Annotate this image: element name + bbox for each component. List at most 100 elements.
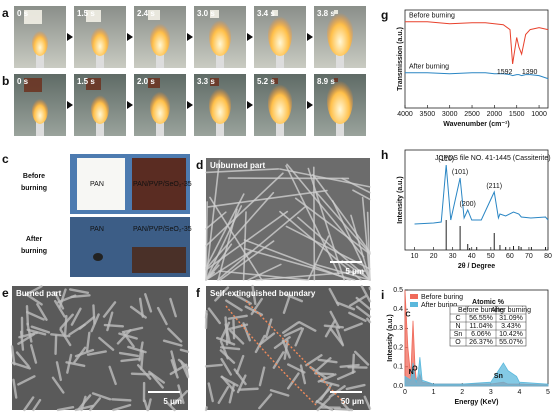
fiber	[127, 345, 147, 354]
pan-residue	[93, 253, 103, 261]
fiber	[361, 196, 371, 281]
time-label: 1.5 s	[77, 77, 95, 86]
fiber	[272, 351, 285, 369]
fiber	[70, 294, 91, 299]
x-tick-label: 3000	[442, 111, 458, 118]
burner	[276, 52, 284, 68]
fiber	[335, 301, 356, 311]
table-cell: 10.42%	[499, 331, 523, 338]
flame	[150, 20, 170, 56]
fiber	[65, 361, 86, 368]
sample-label: PAN	[90, 226, 104, 233]
arrow	[307, 33, 313, 41]
y-tick-label: 0.2	[393, 344, 403, 351]
fiber	[220, 321, 231, 341]
flame	[32, 96, 48, 124]
boundary	[225, 300, 347, 406]
burner	[96, 120, 104, 136]
x-axis-label: Energy (KeV)	[455, 399, 499, 406]
image-title: Unburned part	[210, 161, 265, 170]
plot-frame	[404, 9, 549, 109]
fiber	[235, 354, 245, 375]
fiber	[15, 351, 30, 368]
flame	[268, 80, 292, 124]
x-tick-label: 2	[460, 389, 464, 396]
sample	[272, 78, 278, 84]
fiber	[232, 318, 236, 340]
time-label: 1.5 s	[77, 9, 95, 18]
burner	[156, 52, 164, 68]
burner	[276, 120, 284, 136]
fiber	[317, 373, 337, 383]
flame	[91, 92, 109, 124]
arrow	[67, 101, 73, 109]
arrow	[127, 33, 133, 41]
fiber	[250, 297, 263, 316]
fiber	[273, 336, 291, 349]
arrow	[127, 101, 133, 109]
fiber	[294, 197, 371, 255]
x-tick-label: 10	[411, 253, 419, 260]
peak-label: C	[405, 312, 410, 319]
series-line	[405, 72, 549, 80]
time-label: 3.8 s	[317, 9, 335, 18]
fiber	[146, 398, 152, 412]
y-tick-label: 0.1	[393, 364, 403, 371]
sample	[24, 78, 42, 92]
panel-label: c	[2, 152, 9, 166]
scale-label: 50 μm	[341, 397, 364, 406]
time-label: 5.2 s	[257, 77, 275, 86]
row-label: burning	[21, 248, 47, 255]
fiber	[170, 359, 179, 379]
x-tick-label: 1500	[509, 111, 525, 118]
burner	[336, 120, 344, 136]
y-axis-label: Intensity (a.u.)	[397, 176, 404, 223]
row-label: Before	[23, 173, 45, 180]
time-label: 3.0 s	[197, 9, 215, 18]
fiber	[352, 189, 371, 201]
fiber	[205, 172, 284, 247]
fiber	[98, 336, 115, 351]
fiber	[317, 358, 338, 364]
fiber	[339, 363, 360, 369]
peak-label: O	[412, 365, 418, 372]
fiber	[85, 331, 91, 352]
fiber	[156, 306, 168, 326]
fiber	[111, 398, 132, 402]
composite-sample	[132, 158, 186, 210]
sample	[272, 10, 278, 16]
fiber	[205, 250, 252, 281]
x-tick-label: 3	[489, 389, 493, 396]
panel-label: d	[196, 158, 203, 172]
fiber	[86, 350, 107, 356]
fiber	[89, 397, 101, 412]
fiber	[143, 399, 149, 412]
fiber	[204, 406, 208, 412]
legend-label: After buring	[421, 302, 457, 309]
fiber	[244, 247, 356, 281]
x-tick-label: 0	[403, 389, 407, 396]
series-label: Before burning	[409, 13, 455, 20]
time-label: 3.4 s	[257, 9, 275, 18]
fiber	[312, 173, 371, 254]
table-cell: 31.09%	[499, 315, 523, 322]
table-cell: 56.55%	[469, 315, 493, 322]
x-tick-label: 3500	[420, 111, 436, 118]
fiber	[269, 389, 290, 397]
peak-label: (110)	[438, 156, 454, 163]
flame	[327, 76, 353, 124]
table-cell: C	[455, 315, 460, 322]
x-axis-label: Wavenumber (cm⁻¹)	[443, 121, 509, 128]
fiber	[307, 235, 330, 281]
fiber	[112, 403, 132, 412]
fiber	[25, 310, 45, 321]
fiber	[348, 295, 367, 307]
fiber	[108, 365, 117, 386]
sample	[86, 78, 101, 90]
fiber	[10, 345, 16, 366]
fiber	[78, 315, 96, 330]
scale-label: 5 μm	[163, 397, 182, 406]
table-frame	[449, 305, 527, 347]
fiber	[207, 307, 222, 325]
table-cell: O	[455, 339, 461, 346]
